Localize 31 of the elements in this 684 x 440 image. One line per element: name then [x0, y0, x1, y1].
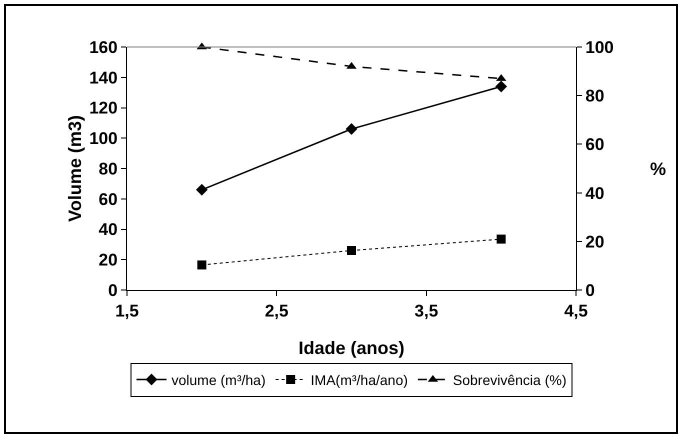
y-tick-label: 140 [89, 68, 118, 88]
y2-tick-label: 60 [585, 135, 604, 154]
y-tick-label: 20 [98, 250, 118, 270]
y-tick-label: 60 [98, 190, 118, 209]
point [495, 80, 508, 92]
y2-tick-label: 0 [585, 280, 595, 300]
y2-tick-label: 100 [585, 38, 614, 57]
y-tick-label: 160 [89, 38, 118, 57]
x-axis-title: Idade (anos) [298, 338, 405, 358]
point [346, 123, 358, 135]
legend-label: Sobrevivência (%) [452, 372, 566, 388]
point [347, 246, 356, 256]
y2-tick-label: 20 [585, 232, 604, 252]
y-tick-label: 80 [98, 159, 118, 178]
x-tick-label: 2,5 [264, 301, 288, 320]
y-axis-title: Volume (m3) [65, 115, 85, 222]
x-tick-label: 3,5 [414, 301, 438, 320]
y-tick-label: 40 [98, 220, 118, 240]
x-tick-label: 4,5 [564, 301, 588, 320]
y2-tick-label: 80 [585, 86, 604, 106]
point [496, 234, 506, 244]
y-tick-label: 120 [89, 98, 118, 118]
point [196, 184, 208, 196]
point [197, 260, 206, 270]
y-tick-label: 0 [108, 280, 118, 300]
legend-label: volume (m³/ha) [172, 372, 266, 388]
y2-axis-title: % [650, 159, 666, 179]
y2-tick-label: 40 [585, 184, 604, 203]
x-tick-label: 1,5 [115, 301, 139, 320]
legend-label: IMA(m³/ha/ano) [310, 372, 408, 388]
y-tick-label: 100 [89, 129, 118, 148]
